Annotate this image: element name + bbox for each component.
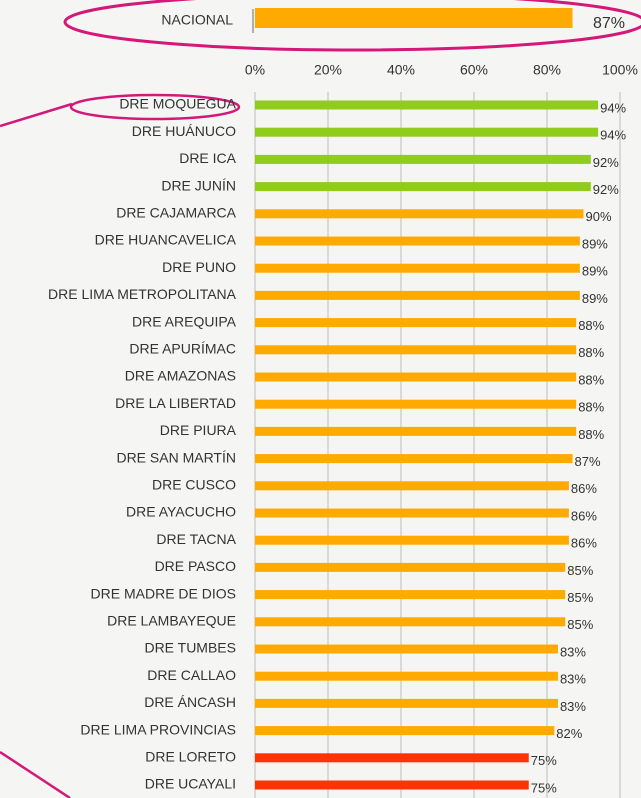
x-tick-label: 80% (533, 62, 561, 78)
y-tick-label: DRE SAN MARTÍN (116, 449, 236, 465)
bar (255, 318, 577, 328)
value-label: 88% (578, 372, 604, 387)
national-value-label: 87% (593, 15, 625, 32)
y-tick-label: DRE AMAZONAS (125, 368, 236, 384)
y-tick-label: DRE PUNO (162, 259, 236, 275)
value-label: 75% (531, 780, 557, 795)
y-tick-label: DRE CAJAMARCA (116, 205, 236, 221)
y-tick-label: DRE CALLAO (147, 667, 236, 683)
y-tick-label: DRE JUNÍN (161, 177, 236, 193)
y-tick-label: DRE HUANCAVELICA (95, 232, 237, 248)
bar (255, 372, 577, 382)
y-tick-label: DRE ÁNCASH (144, 694, 236, 710)
x-tick-label: 100% (602, 62, 638, 78)
bar (255, 698, 558, 708)
bar (255, 753, 529, 763)
y-tick-label: DRE PIURA (160, 422, 237, 438)
bar (255, 780, 529, 790)
value-label: 88% (578, 427, 604, 442)
value-label: 82% (556, 726, 582, 741)
value-label: 94% (600, 128, 626, 143)
value-label: 88% (578, 400, 604, 415)
bar (255, 590, 566, 600)
bar (255, 345, 577, 355)
value-label: 92% (593, 155, 619, 170)
bar (255, 236, 580, 246)
y-tick-label: DRE LIMA METROPOLITANA (48, 286, 237, 302)
y-tick-label: DRE LAMBAYEQUE (107, 613, 236, 629)
y-tick-label: DRE HUÁNUCO (132, 123, 236, 139)
bar (255, 209, 584, 219)
bar (255, 726, 555, 736)
x-tick-label: 20% (314, 62, 342, 78)
bar (255, 8, 573, 28)
y-tick-label: DRE MOQUEGUA (119, 96, 236, 112)
x-tick-label: 60% (460, 62, 488, 78)
value-label: 88% (578, 318, 604, 333)
y-tick-label: DRE UCAYALI (145, 776, 236, 792)
y-tick-label: DRE PASCO (155, 558, 237, 574)
y-tick-label: DRE LORETO (145, 749, 236, 765)
y-tick-label: DRE AREQUIPA (132, 313, 237, 329)
value-label: 92% (593, 182, 619, 197)
bar (255, 263, 580, 273)
pointer-line (0, 750, 71, 798)
value-label: 89% (582, 291, 608, 306)
bar (255, 617, 566, 627)
bar (255, 127, 599, 137)
value-label: 94% (600, 100, 626, 115)
bar (255, 399, 577, 409)
bar (255, 454, 573, 464)
value-label: 86% (571, 508, 597, 523)
y-tick-label: DRE APURÍMAC (129, 341, 236, 357)
value-label: 85% (567, 617, 593, 632)
value-label: 83% (560, 672, 586, 687)
value-label: 86% (571, 481, 597, 496)
y-tick-label: DRE LIMA PROVINCIAS (80, 721, 236, 737)
highlight-ellipse (69, 93, 241, 121)
bar (255, 508, 569, 518)
pointer-line (0, 102, 73, 128)
value-label: 85% (567, 563, 593, 578)
bar (255, 644, 558, 654)
bar (255, 154, 591, 164)
value-label: 85% (567, 590, 593, 605)
national-label: NACIONAL (161, 12, 233, 28)
y-tick-label: DRE ICA (179, 150, 236, 166)
y-tick-label: DRE TUMBES (144, 640, 236, 656)
y-tick-label: DRE LA LIBERTAD (115, 395, 236, 411)
bar (255, 426, 577, 436)
bar (255, 671, 558, 681)
value-label: 88% (578, 345, 604, 360)
y-tick-label: DRE TACNA (156, 531, 236, 547)
value-label: 89% (582, 264, 608, 279)
x-tick-label: 0% (245, 62, 265, 78)
value-label: 90% (586, 209, 612, 224)
y-tick-label: DRE CUSCO (152, 477, 236, 493)
value-label: 83% (560, 644, 586, 659)
value-label: 89% (582, 236, 608, 251)
value-label: 83% (560, 699, 586, 714)
value-label: 87% (575, 454, 601, 469)
y-tick-label: DRE MADRE DE DIOS (91, 585, 236, 601)
bar (255, 562, 566, 572)
x-tick-label: 40% (387, 62, 415, 78)
value-label: 86% (571, 536, 597, 551)
value-label: 75% (531, 753, 557, 768)
bar (255, 535, 569, 545)
bar (255, 100, 599, 110)
y-tick-label: DRE AYACUCHO (126, 504, 236, 520)
bar (255, 481, 569, 491)
bar (255, 290, 580, 300)
bar (255, 182, 591, 192)
highlight-ellipse (63, 0, 641, 52)
